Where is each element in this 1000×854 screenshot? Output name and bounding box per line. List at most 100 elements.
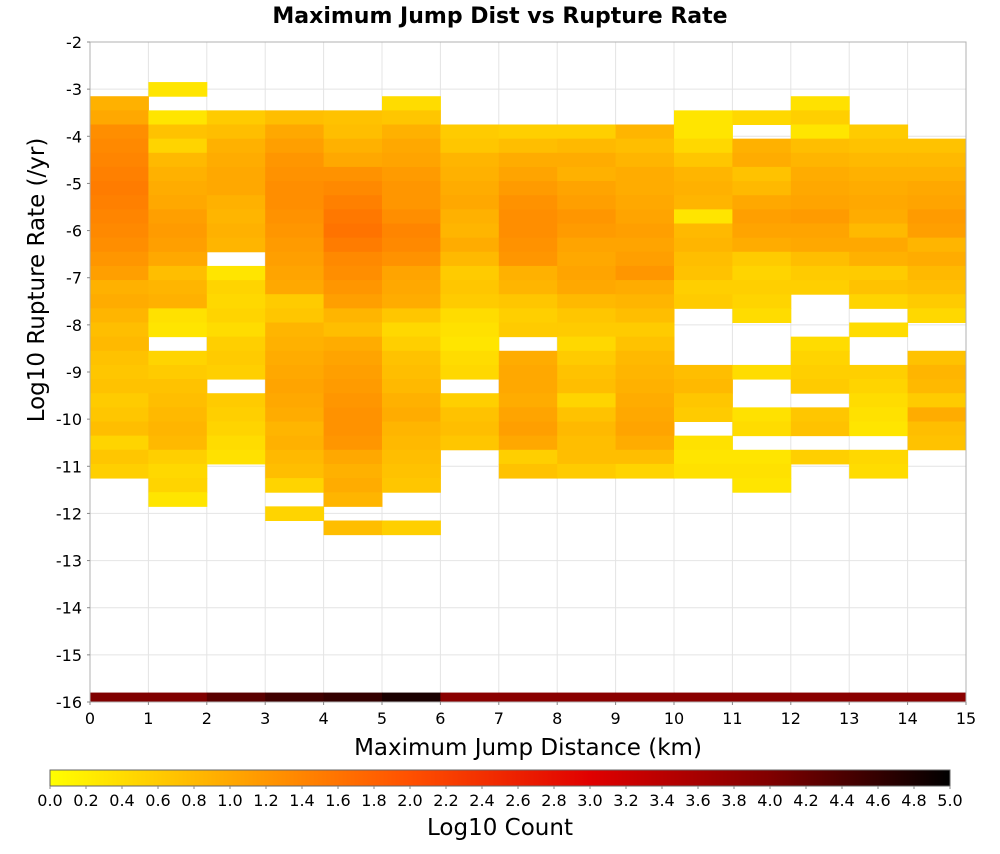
heatmap-cell (732, 463, 792, 479)
heatmap-cell (148, 308, 208, 323)
heatmap-cell (557, 280, 617, 295)
heatmap-cell (265, 223, 325, 239)
heatmap-cell (206, 407, 266, 422)
heatmap-cell (907, 364, 967, 380)
colorbar: 0.0 0.2 0.4 0.6 0.8 1.0 1.2 1.4 1.6 1.8 2.0 2.2 2.4 2… (37, 769, 963, 810)
colorbar-tick-label: 3.8 (721, 791, 746, 810)
heatmap-cell (615, 237, 675, 253)
band-cell (790, 692, 850, 702)
heatmap-cell (148, 265, 208, 281)
heatmap-cell (90, 393, 149, 408)
heatmap-cell (323, 393, 383, 408)
heatmap-cell (557, 350, 617, 366)
heatmap-cell (90, 449, 149, 465)
x-tick-label: 10 (664, 709, 684, 728)
x-axis-ticks: 0 1 2 3 4 5 6 7 8 9 10 11 12 13 14 15 (85, 702, 976, 728)
x-tick-label: 13 (839, 709, 859, 728)
heatmap-cell (90, 308, 149, 323)
colorbar-tick-label: 0.2 (73, 791, 98, 810)
heatmap-cell (498, 166, 558, 182)
colorbar-tick-label: 0.0 (37, 791, 62, 810)
heatmap-cell (557, 379, 617, 394)
heatmap-cell (498, 195, 558, 210)
heatmap-cell (323, 478, 383, 493)
colorbar-tick-label: 1.8 (361, 791, 386, 810)
heatmap-cell (265, 110, 325, 125)
heatmap-cell (323, 350, 383, 366)
heatmap-cell (90, 138, 149, 154)
heatmap-cell (557, 195, 617, 210)
heatmap-cell (265, 195, 325, 210)
heatmap-cell (674, 265, 733, 281)
heatmap-cell (148, 478, 208, 493)
heatmap-cell (498, 280, 558, 295)
heatmap-cell (849, 407, 909, 422)
heatmap-cell (382, 280, 441, 295)
heatmap-cell (90, 251, 149, 267)
colorbar-tick-label: 2.4 (469, 791, 494, 810)
heatmap-cell (732, 449, 792, 465)
heatmap-cell (557, 421, 617, 437)
heatmap-cell (265, 322, 325, 338)
heatmap-cell (90, 435, 149, 451)
heatmap-cell (498, 322, 558, 338)
heatmap-cell (615, 463, 675, 479)
heatmap-cell (732, 152, 792, 168)
colorbar-tick-label: 1.6 (325, 791, 350, 810)
colorbar-tick-label: 0.4 (109, 791, 134, 810)
heatmap-cell (206, 237, 266, 253)
y-axis-label: Log10 Rupture Rate (/yr) (24, 138, 50, 423)
x-tick-label: 4 (319, 709, 329, 728)
heatmap-cell (557, 166, 617, 182)
heatmap-cell (206, 223, 266, 239)
heatmap-cell (148, 223, 208, 239)
heatmap-cell (674, 195, 733, 210)
heatmap-cell (557, 364, 617, 380)
heatmap-cell (907, 195, 967, 210)
heatmap-cell (907, 407, 967, 422)
heatmap-cell (557, 209, 617, 224)
heatmap-cell (849, 393, 909, 408)
heatmap-cell (849, 322, 909, 338)
y-tick-label: -8 (66, 316, 82, 335)
heatmap-cell (206, 336, 266, 352)
heatmap-cell (907, 280, 967, 295)
heatmap-cell (732, 237, 792, 253)
heatmap-cell (323, 463, 383, 479)
heatmap-cell (148, 463, 208, 479)
heatmap-cell (265, 463, 325, 479)
heatmap-cell (732, 421, 792, 437)
heatmap-cell (265, 181, 325, 196)
heatmap-cell (382, 322, 441, 338)
heatmap-cell (557, 407, 617, 422)
heatmap-cell (90, 350, 149, 366)
heatmap-cell (90, 294, 149, 309)
heatmap-cell (206, 322, 266, 338)
heatmap-cell (615, 407, 675, 422)
band-cell (907, 692, 967, 702)
heatmap-cell (615, 181, 675, 196)
heatmap-cell (849, 124, 909, 140)
heatmap-cell (674, 379, 733, 394)
heatmap-cell (674, 124, 733, 140)
heatmap-cell (382, 393, 441, 408)
heatmap-cell (790, 237, 850, 253)
heatmap-cell (382, 308, 441, 323)
colorbar-tick-label: 3.4 (649, 791, 674, 810)
heatmap-cell (674, 449, 733, 465)
heatmap-cell (557, 237, 617, 253)
heatmap-cell (498, 223, 558, 239)
band-cell (323, 692, 383, 702)
heatmap-cell (90, 152, 149, 168)
heatmap-cell (498, 364, 558, 380)
heatmap-cell (557, 463, 617, 479)
colorbar-tick-label: 1.0 (217, 791, 242, 810)
heatmap-cell (148, 421, 208, 437)
heatmap-cell (498, 124, 558, 140)
band-cell (382, 692, 441, 702)
heatmap-cell (206, 265, 266, 281)
heatmap-cell (849, 280, 909, 295)
heatmap-cell (90, 181, 149, 196)
heatmap-cell (265, 407, 325, 422)
heatmap-cell (265, 506, 325, 521)
